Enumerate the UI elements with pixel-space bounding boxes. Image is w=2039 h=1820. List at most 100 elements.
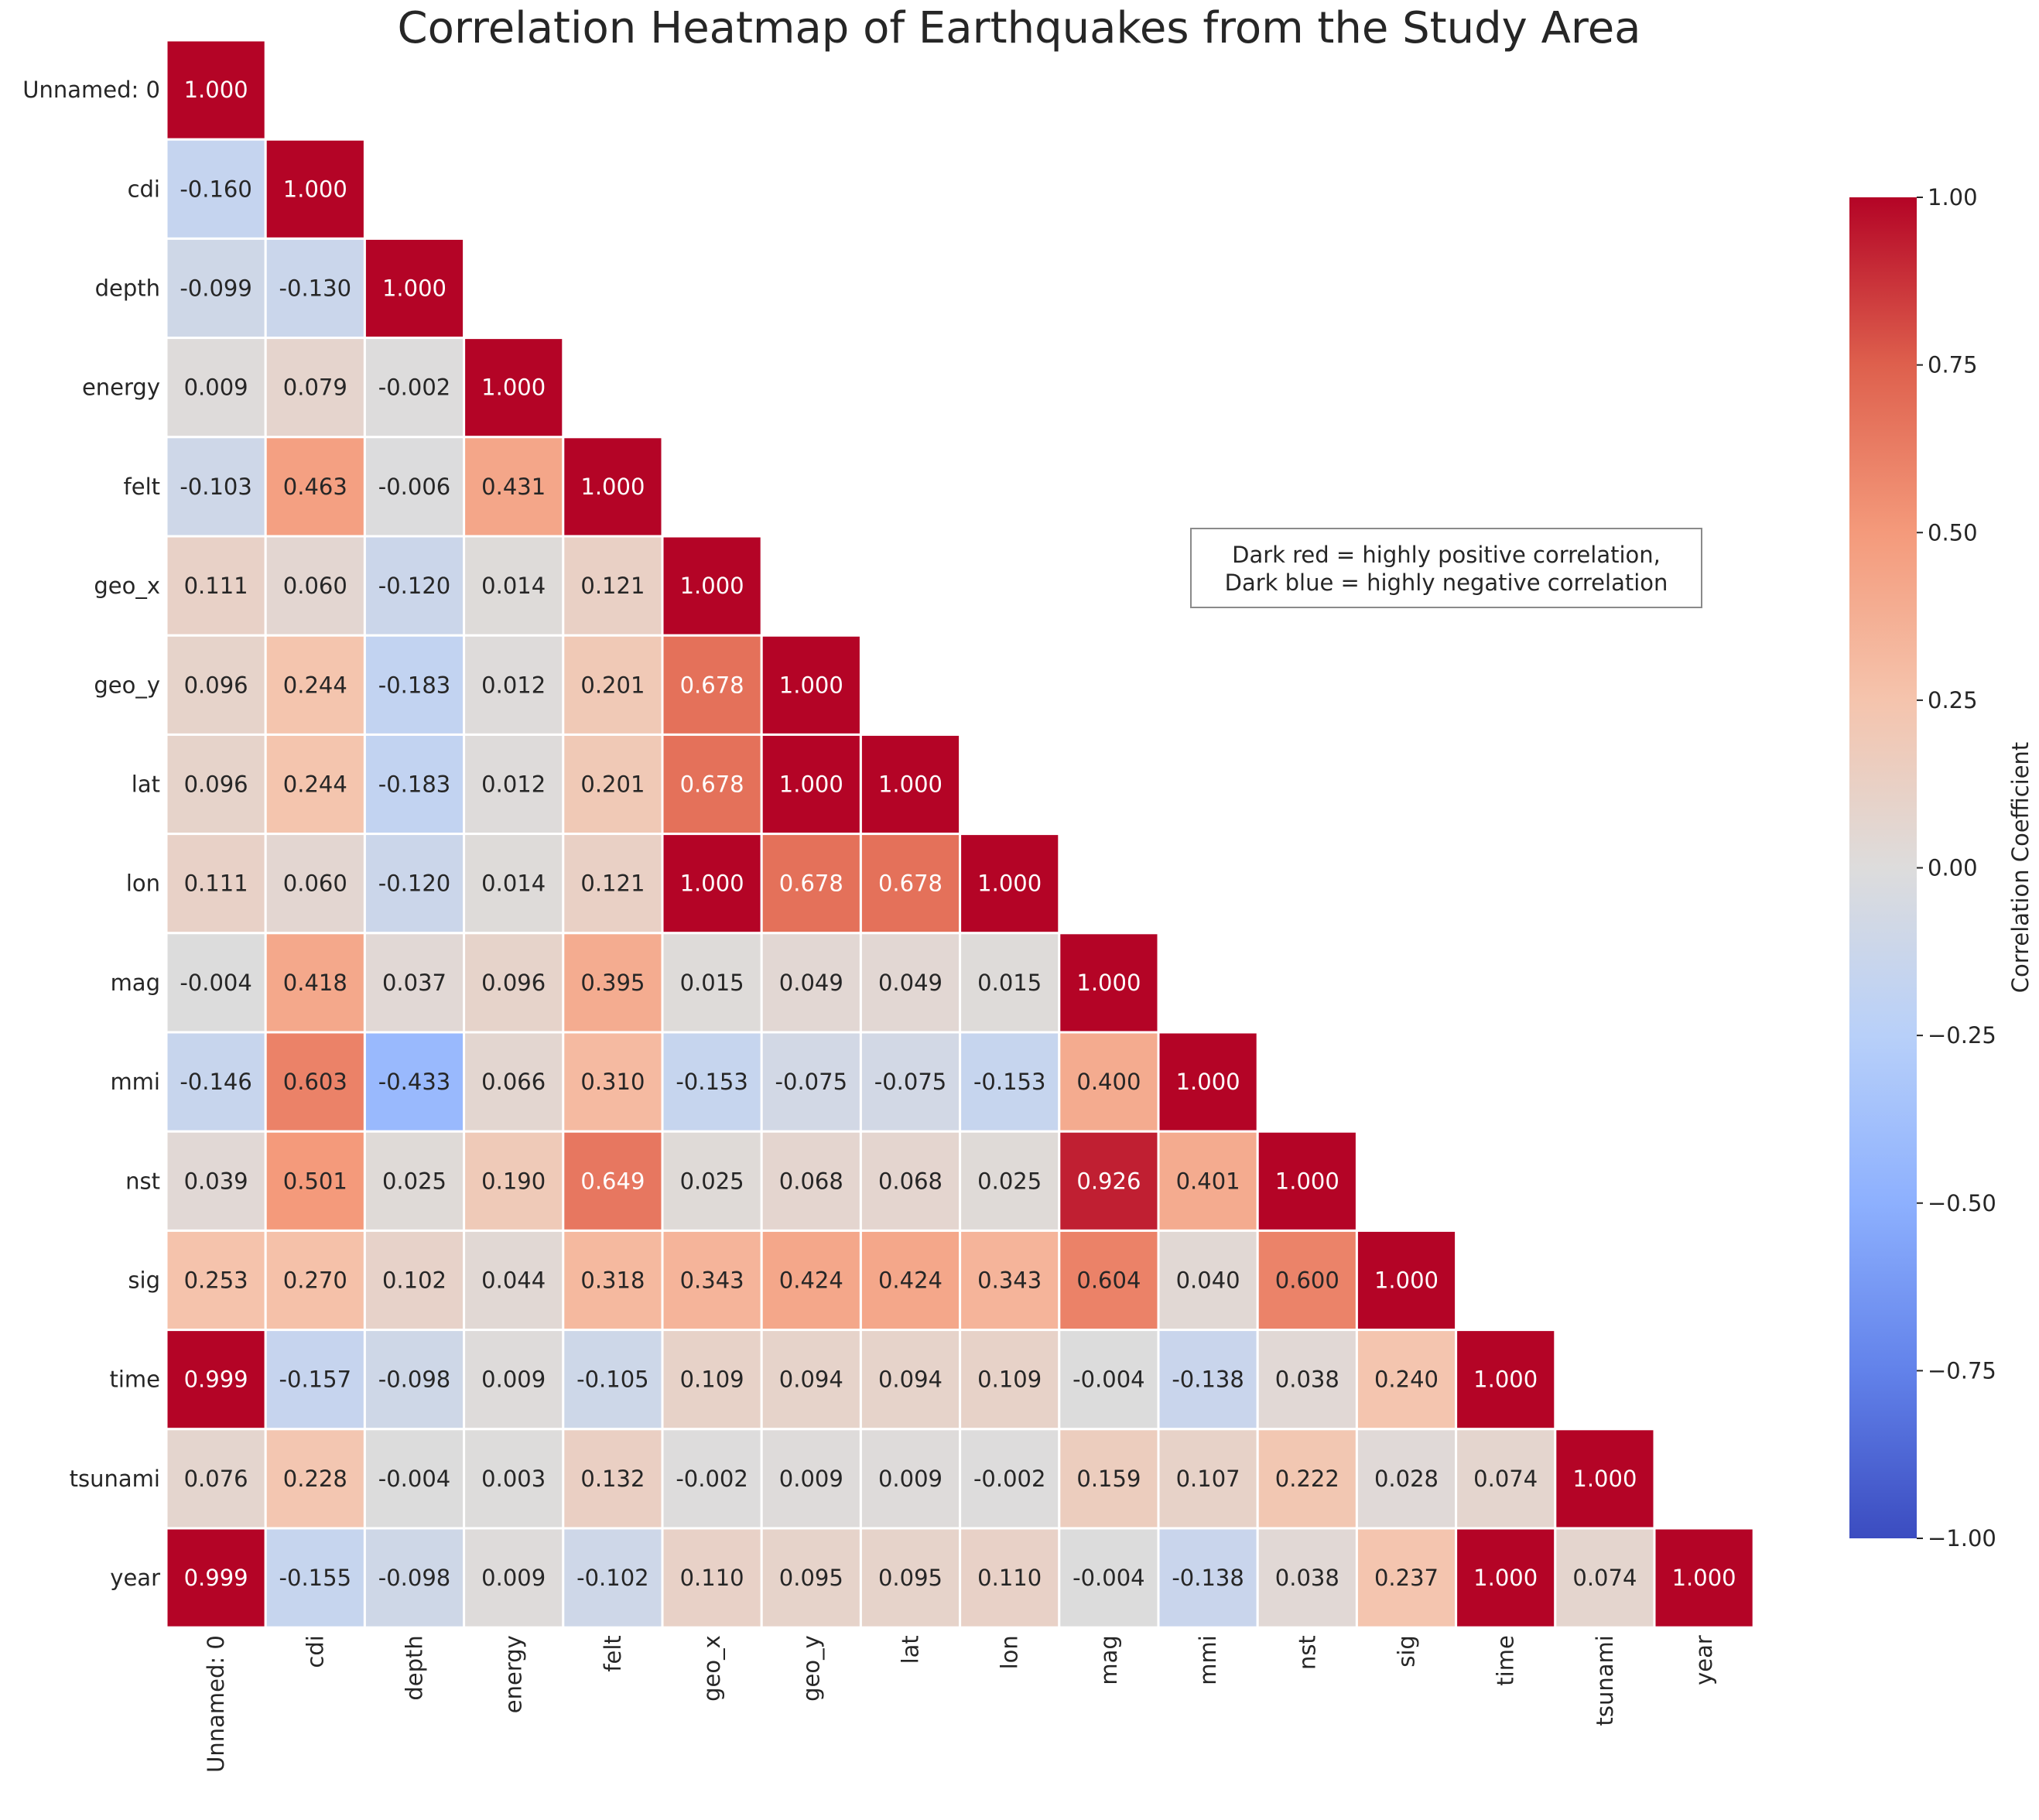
heatmap-cell (959, 932, 1061, 1034)
cell-value-label: 1.000 (977, 871, 1042, 897)
annotation-box: Dark red = highly positive correlation, … (1190, 528, 1702, 608)
heatmap-cell (661, 1527, 763, 1629)
cell-value-label: -0.183 (378, 672, 451, 698)
cell-value-label: 0.076 (184, 1466, 248, 1492)
cell-value-label: 0.424 (878, 1268, 943, 1294)
cell-value-label: 0.040 (1176, 1268, 1240, 1294)
cell-value-label: -0.138 (1172, 1367, 1244, 1393)
heatmap-cell (959, 1527, 1061, 1629)
heatmap-cell (463, 337, 565, 439)
cell-value-label: 1.000 (184, 77, 248, 103)
cell-value-label: 0.049 (779, 970, 843, 996)
heatmap-cell (760, 1428, 862, 1530)
heatmap-cell (363, 535, 466, 637)
cell-value-label: 0.121 (580, 573, 645, 599)
heatmap-cell (463, 833, 565, 935)
y-axis-tick-labels: Unnamed: 0 cdi depth energy felt geo_x geo_yla… (22, 77, 160, 1591)
cell-value-label: 1.000 (1672, 1565, 1736, 1591)
y-tick-label: lat (132, 771, 160, 798)
heatmap-cell (165, 1229, 267, 1332)
chart-title: Correlation Heatmap of Earthquakes from … (398, 3, 1641, 53)
cell-value-label: 0.999 (184, 1565, 248, 1591)
cell-value-label: 0.009 (184, 375, 248, 401)
cell-value-label: 0.121 (580, 871, 645, 897)
heatmap-cell (959, 833, 1061, 935)
heatmap-cell (760, 1527, 862, 1629)
cell-value-label: 0.240 (1374, 1367, 1439, 1393)
cell-value-label: 0.501 (283, 1168, 347, 1194)
heatmap-cell (562, 1329, 664, 1431)
heatmap-cell (1157, 1527, 1259, 1629)
cell-value-label: 0.604 (1076, 1268, 1141, 1294)
heatmap-cell (859, 733, 962, 836)
heatmap-cell (165, 39, 267, 141)
x-tick-label: mag (1096, 1635, 1122, 1685)
cell-value-label: 0.107 (1176, 1466, 1240, 1492)
heatmap-cell (1355, 1329, 1458, 1431)
colorbar-tick-label: 0.00 (1928, 855, 1978, 881)
heatmap-cell (363, 733, 466, 836)
x-tick-label: time (1493, 1635, 1519, 1686)
cell-value-label: 0.110 (977, 1565, 1042, 1591)
heatmap-cell (959, 1329, 1061, 1431)
heatmap-cell (363, 1229, 466, 1332)
heatmap-cell (661, 634, 763, 736)
heatmap-cell (661, 932, 763, 1034)
cell-value-label: 0.079 (283, 375, 347, 401)
cell-value-label: 0.014 (481, 573, 546, 599)
cell-value-label: 0.094 (779, 1367, 843, 1393)
cell-value-label: 0.228 (283, 1466, 347, 1492)
cell-value-label: 0.678 (680, 672, 744, 698)
cell-value-label: 0.110 (680, 1565, 744, 1591)
y-tick-label: Unnamed: 0 (22, 77, 160, 103)
cell-value-label: -0.157 (279, 1367, 352, 1393)
cell-value-label: 0.678 (680, 771, 744, 798)
x-axis-tick-labels: Unnamed: 0 cdi depth energy felt geo_x geo_y la… (203, 1635, 1717, 1773)
cell-value-label: 0.109 (977, 1367, 1042, 1393)
cell-value-label: 0.424 (779, 1268, 843, 1294)
cell-value-label: 0.999 (184, 1367, 248, 1393)
cell-value-label: 0.096 (184, 771, 248, 798)
cell-value-label: 1.000 (680, 573, 744, 599)
colorbar-tick-label: −0.75 (1928, 1357, 1996, 1384)
y-tick-label: geo_x (94, 573, 160, 599)
cell-value-label: 0.244 (283, 771, 347, 798)
cell-value-label: 0.318 (580, 1268, 645, 1294)
heatmap-cell (463, 1229, 565, 1332)
cell-value-label: 0.109 (680, 1367, 744, 1393)
heatmap-cell (463, 1527, 565, 1629)
y-tick-label: tsunami (70, 1466, 160, 1492)
cell-value-label: 0.343 (977, 1268, 1042, 1294)
annotation-line-2: Dark blue = highly negative correlation (1224, 570, 1668, 596)
x-tick-label: lat (898, 1635, 924, 1664)
y-tick-label: sig (128, 1268, 160, 1294)
heatmap-cell (165, 833, 267, 935)
heatmap-cell (264, 1428, 366, 1530)
cell-value-label: -0.098 (378, 1367, 451, 1393)
cell-value-label: 0.201 (580, 771, 645, 798)
cell-value-label: 0.343 (680, 1268, 744, 1294)
heatmap-cell (165, 535, 267, 637)
cell-value-label: 0.096 (184, 672, 248, 698)
cell-value-label: -0.103 (180, 474, 252, 500)
heatmap-cell (1355, 1428, 1458, 1530)
heatmap-cell (1455, 1527, 1557, 1629)
cell-value-label: -0.099 (180, 275, 252, 302)
cell-value-label: 0.418 (283, 970, 347, 996)
cell-value-label: 1.000 (1374, 1268, 1439, 1294)
cell-value-label: -0.155 (279, 1565, 352, 1591)
cell-value-label: 0.025 (977, 1168, 1042, 1194)
cell-value-label: -0.433 (378, 1069, 451, 1095)
cell-value-label: 0.310 (580, 1069, 645, 1095)
cell-value-label: 0.028 (1374, 1466, 1439, 1492)
cell-value-label: 0.025 (382, 1168, 446, 1194)
cell-value-label: 0.038 (1275, 1565, 1339, 1591)
heatmap-cell (562, 1428, 664, 1530)
heatmap-cell (1256, 1130, 1358, 1232)
cell-value-label: 0.015 (977, 970, 1042, 996)
x-tick-label: geo_x (699, 1635, 725, 1702)
y-tick-label: nst (125, 1168, 160, 1194)
heatmap-cell (363, 1527, 466, 1629)
cell-value-label: 1.000 (1572, 1466, 1637, 1492)
heatmap-cell (859, 1329, 962, 1431)
